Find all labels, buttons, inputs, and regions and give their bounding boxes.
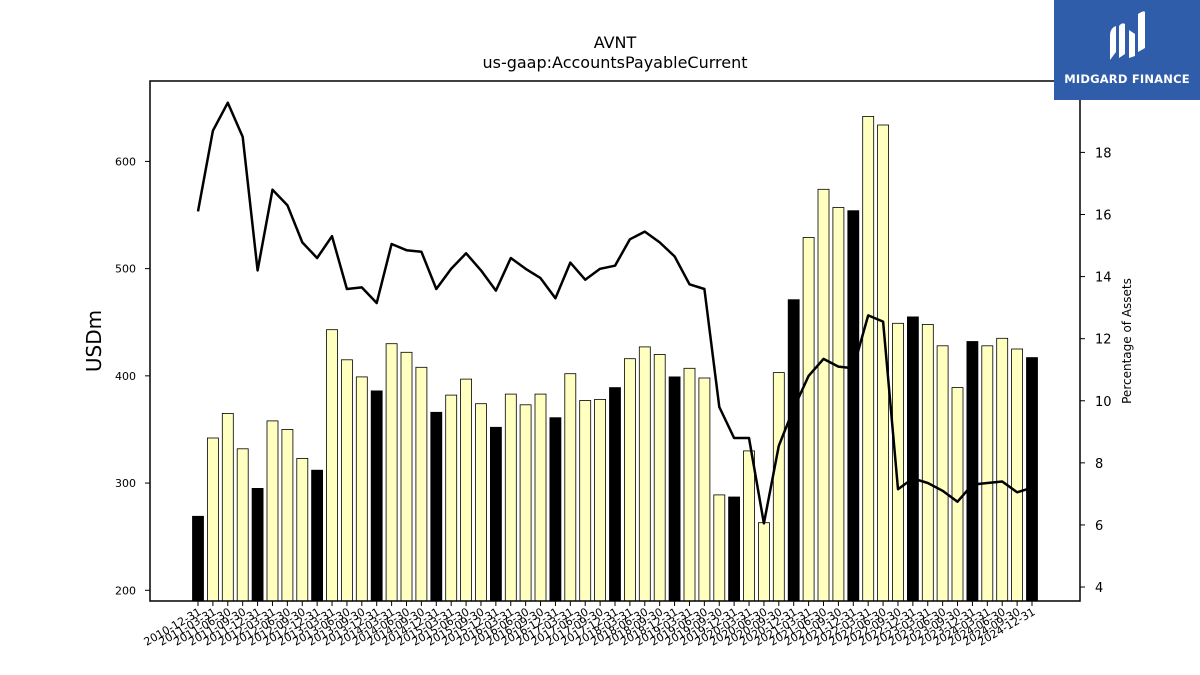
bar-2023-12-31 xyxy=(966,341,979,602)
bar-2017-09-30 xyxy=(594,398,606,602)
bar-2021-12-31 xyxy=(847,210,860,602)
bar-2018-09-30 xyxy=(653,353,666,602)
y2-tick-label: 14 xyxy=(1095,271,1112,286)
bar-2017-03-31 xyxy=(564,373,577,602)
logo-mark-icon xyxy=(1110,11,1145,60)
y-tick-label: 400 xyxy=(115,370,136,383)
y2-tick-label: 6 xyxy=(1095,519,1103,534)
bar-2018-06-30 xyxy=(638,346,651,602)
bar-2020-06-30 xyxy=(758,522,770,602)
bar-2012-03-31 xyxy=(266,420,279,602)
y2-tick-label: 12 xyxy=(1095,333,1112,348)
bar-2020-12-31 xyxy=(787,299,800,602)
bar-2024-06-30 xyxy=(996,337,1009,602)
bar-2020-03-31 xyxy=(743,450,755,602)
y2-tick-label: 4 xyxy=(1095,581,1103,596)
bar-2016-12-31 xyxy=(549,417,562,602)
bar-2011-12-31 xyxy=(251,487,264,602)
bar-2016-06-30 xyxy=(519,404,532,602)
y-tick-label: 600 xyxy=(115,155,136,168)
bar-2021-09-30 xyxy=(832,207,845,602)
bar-2021-03-31 xyxy=(802,237,815,602)
bar-2014-09-30 xyxy=(415,366,428,602)
bar-2014-12-31 xyxy=(430,411,443,602)
bar-2023-09-30 xyxy=(951,387,964,602)
bar-2013-12-31 xyxy=(370,390,383,602)
y2-axis-label: Percentage of Assets xyxy=(1120,278,1134,404)
bar-2019-12-31 xyxy=(728,496,740,602)
y2-tick-label: 8 xyxy=(1095,457,1103,472)
bar-2015-12-31 xyxy=(489,426,502,602)
bar-2017-12-31 xyxy=(609,387,621,602)
y-tick-label: 200 xyxy=(115,584,136,597)
bar-2011-03-31 xyxy=(206,437,219,602)
bar-2021-06-30 xyxy=(817,188,830,602)
bar-2022-03-31 xyxy=(862,116,875,602)
bar-2023-06-30 xyxy=(936,345,949,602)
bar-2022-12-31 xyxy=(907,316,919,602)
y-tick-label: 300 xyxy=(115,477,136,490)
bar-2024-09-30 xyxy=(1011,348,1023,602)
y2-tick-label: 16 xyxy=(1095,208,1112,223)
bar-2016-09-30 xyxy=(534,393,547,602)
bar-2013-09-30 xyxy=(355,376,368,602)
axes-layer: 20030040050060046810121416182010-12-3120… xyxy=(115,80,1112,649)
bar-2015-06-30 xyxy=(460,378,473,602)
bar-2017-06-30 xyxy=(579,400,592,602)
y-tick-label: 500 xyxy=(115,263,136,276)
bars-layer xyxy=(192,116,1038,602)
bar-2018-03-31 xyxy=(624,358,636,602)
bar-2019-06-30 xyxy=(698,377,711,602)
bar-2012-12-31 xyxy=(311,469,324,602)
bar-2014-06-30 xyxy=(400,351,413,602)
bar-2020-09-30 xyxy=(772,372,785,602)
bar-2015-03-31 xyxy=(445,394,458,602)
bar-2011-06-30 xyxy=(221,412,234,602)
chart-subtitle: us-gaap:AccountsPayableCurrent xyxy=(482,53,747,72)
bar-2013-06-30 xyxy=(340,359,353,602)
logo-text: MIDGARD FINANCE xyxy=(1064,72,1190,86)
y2-tick-label: 18 xyxy=(1095,146,1112,161)
bar-2018-12-31 xyxy=(668,376,681,602)
line-layer xyxy=(196,101,1033,525)
y-axis-label: USDm xyxy=(82,310,106,372)
bar-2011-09-30 xyxy=(236,448,249,602)
bar-2012-06-30 xyxy=(281,429,294,602)
bar-2016-03-31 xyxy=(504,393,517,602)
bar-2019-03-31 xyxy=(683,367,696,602)
bar-2012-09-30 xyxy=(296,457,309,602)
bar-2013-03-31 xyxy=(326,329,338,602)
y2-tick-label: 10 xyxy=(1095,395,1112,410)
percentage-line xyxy=(196,101,1033,525)
bar-2024-03-31 xyxy=(981,345,994,602)
bar-2015-09-30 xyxy=(475,403,487,602)
bar-2023-03-31 xyxy=(921,323,934,602)
bar-2024-12-31 xyxy=(1026,357,1038,602)
bar-2019-09-30 xyxy=(713,494,726,602)
chart-title: AVNT xyxy=(594,33,637,52)
brand-logo: MIDGARD FINANCE xyxy=(1054,0,1200,100)
bar-2014-03-31 xyxy=(385,343,398,602)
bar-2010-12-31 xyxy=(192,515,204,602)
bar-2022-09-30 xyxy=(892,322,904,602)
